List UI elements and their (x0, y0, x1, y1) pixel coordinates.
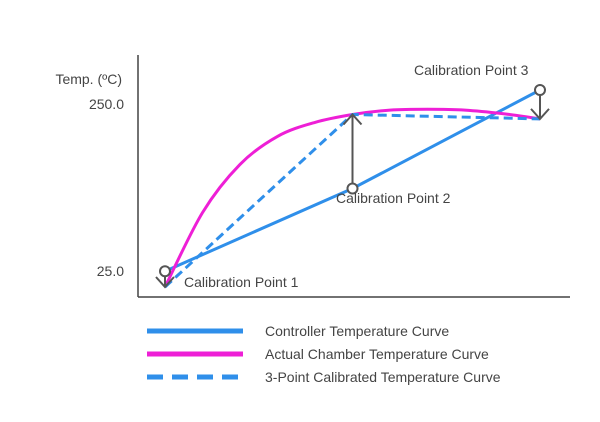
calibration-point-1-marker (159, 265, 171, 278)
calibration-point-2-marker (346, 182, 359, 195)
y-tick-label-25: 25.0 (97, 263, 124, 279)
calibration-markers (155, 84, 550, 289)
calibration-arrowhead-1 (155, 276, 175, 289)
legend-label-actual: Actual Chamber Temperature Curve (265, 346, 489, 362)
calibration-point-2-label: Calibration Point 2 (336, 190, 451, 206)
calibration-point-3-marker (534, 84, 546, 96)
calibration-arrowhead-2 (342, 113, 363, 126)
legend-item-actual: Actual Chamber Temperature Curve (147, 346, 489, 362)
chart-axes: Temp. (ºC) 250.0 25.0 (55, 55, 570, 298)
calibration-point-1-label: Calibration Point 1 (184, 274, 299, 290)
legend-label-calibrated: 3-Point Calibrated Temperature Curve (265, 369, 501, 385)
y-tick-label-250: 250.0 (89, 96, 124, 112)
legend-label-controller: Controller Temperature Curve (265, 323, 449, 339)
calibration-point-3-label: Calibration Point 3 (414, 62, 529, 78)
legend-item-controller: Controller Temperature Curve (147, 323, 449, 339)
legend-item-calibrated: 3-Point Calibrated Temperature Curve (147, 369, 501, 385)
y-axis-label: Temp. (ºC) (55, 71, 122, 87)
chart-legend: Controller Temperature Curve Actual Cham… (147, 323, 501, 385)
calibration-arrowhead-3 (530, 108, 550, 121)
